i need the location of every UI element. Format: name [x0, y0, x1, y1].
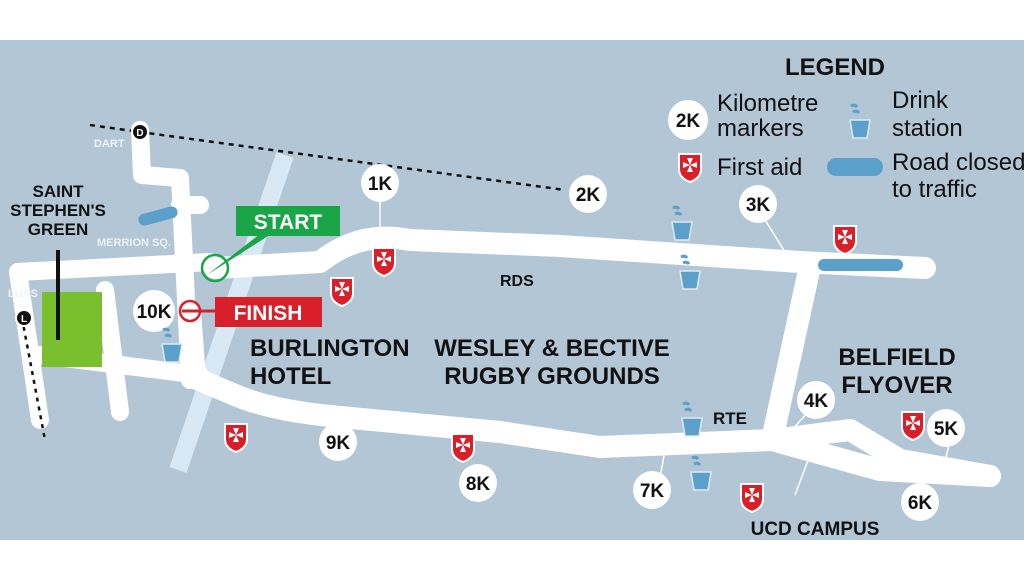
legend-title: LEGEND [785, 54, 885, 81]
legend-km-icon [668, 100, 708, 140]
legend-first-aid-icon [678, 153, 702, 183]
legend: LEGEND 2K Kilometre markers First aid Dr… [668, 54, 1024, 203]
legend-road-label: to traffic [892, 176, 977, 203]
km-marker-2k: 2K [569, 175, 607, 213]
first-aid-icon [224, 423, 248, 453]
first-aid-icon [330, 277, 354, 307]
finish-badge [215, 297, 322, 327]
legend-closed-road-icon [827, 158, 883, 176]
side-roads [9, 121, 219, 429]
start-badge [236, 206, 340, 236]
first-aid-icon [740, 483, 764, 513]
legend-km-label: Kilometre [717, 90, 818, 117]
svg-text:6K: 6K [908, 493, 933, 514]
ucd-label: UCD CAMPUS [751, 519, 880, 540]
belfield-label: FLYOVER [841, 372, 952, 399]
legend-road-label: Road closed [892, 149, 1024, 176]
svg-text:10K: 10K [137, 302, 172, 323]
svg-text:3K: 3K [746, 195, 771, 216]
dart-icon-letter: D [136, 128, 143, 139]
start-point-icon [200, 253, 230, 283]
luas-icon-letter: L [21, 314, 27, 325]
km-marker-7k: 7K [633, 471, 671, 509]
legend-km-label: markers [717, 115, 804, 142]
km-marker-9k: 9K [319, 423, 357, 461]
svg-text:5K: 5K [934, 419, 959, 440]
belfield-label: BELFIELD [838, 344, 955, 371]
luas-station-icon [15, 309, 33, 327]
stephens-green-label: SAINT [33, 182, 85, 201]
legend-drink-label: Drink [892, 87, 949, 114]
wesley-label: RUGBY GROUNDS [444, 363, 660, 390]
burlington-label: HOTEL [250, 363, 331, 390]
first-aid-icon [901, 411, 925, 441]
legend-km-sample: 2K [676, 111, 701, 132]
svg-text:9K: 9K [326, 433, 351, 454]
svg-text:7K: 7K [640, 481, 665, 502]
km-marker-6k: 6K [901, 483, 939, 521]
dart-label: DART [94, 138, 125, 150]
burlington-label: BURLINGTON [250, 335, 410, 362]
merrion-square-label: MERRION SQ. [97, 237, 171, 249]
start-label: START [254, 211, 323, 234]
svg-text:1K: 1K [368, 174, 393, 195]
km-marker-5k: 5K [927, 409, 965, 447]
first-aid-icon [372, 247, 396, 277]
stephens-green-label: GREEN [28, 220, 88, 239]
wesley-label: WESLEY & BECTIVE [434, 335, 670, 362]
svg-text:8K: 8K [466, 474, 491, 495]
legend-drink-label: station [892, 115, 963, 142]
km-marker-4k: 4K [797, 381, 835, 419]
rds-label: RDS [500, 273, 534, 290]
finish-label: FINISH [234, 302, 303, 325]
luas-label: LUAS [8, 288, 38, 300]
closed-road-segment [818, 259, 903, 271]
dart-station-icon [131, 123, 149, 141]
rte-label: RTE [713, 409, 747, 428]
closed-road-segment [138, 206, 178, 226]
saint-stephens-green-park [42, 292, 102, 367]
km-marker-10k: 10K [133, 290, 175, 332]
stephens-green-label: STEPHEN'S [10, 201, 106, 220]
first-aid-icon [833, 225, 857, 255]
km-marker-3k: 3K [739, 185, 777, 223]
svg-text:4K: 4K [804, 391, 829, 412]
km-marker-1k: 1K [361, 164, 399, 202]
race-route [179, 226, 1001, 487]
start-pointer [207, 234, 268, 275]
luas-line [20, 317, 47, 441]
legend-first-aid-label: First aid [717, 154, 802, 181]
km-marker-8k: 8K [459, 464, 497, 502]
first-aid-icon [451, 433, 475, 463]
svg-text:2K: 2K [576, 185, 601, 206]
